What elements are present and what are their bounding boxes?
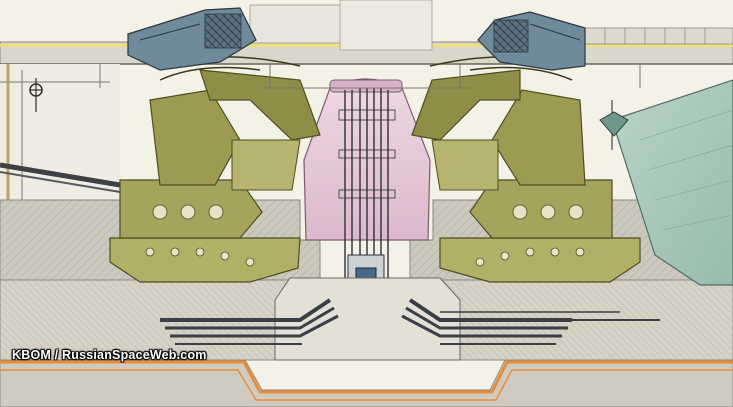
lower-cavity xyxy=(274,277,461,361)
left-gripper-head xyxy=(127,7,257,71)
cable-bundles xyxy=(160,298,660,345)
image-credit: KBOM / RussianSpaceWeb.com xyxy=(12,348,207,362)
right-gripper-head xyxy=(477,11,586,71)
flag-icon xyxy=(599,100,629,150)
right-deflector-panel xyxy=(611,79,733,286)
left-rails xyxy=(0,64,121,200)
right-support-arm xyxy=(411,56,641,283)
circle-cross-sign-icon xyxy=(29,78,43,112)
deck-supports xyxy=(99,64,641,89)
